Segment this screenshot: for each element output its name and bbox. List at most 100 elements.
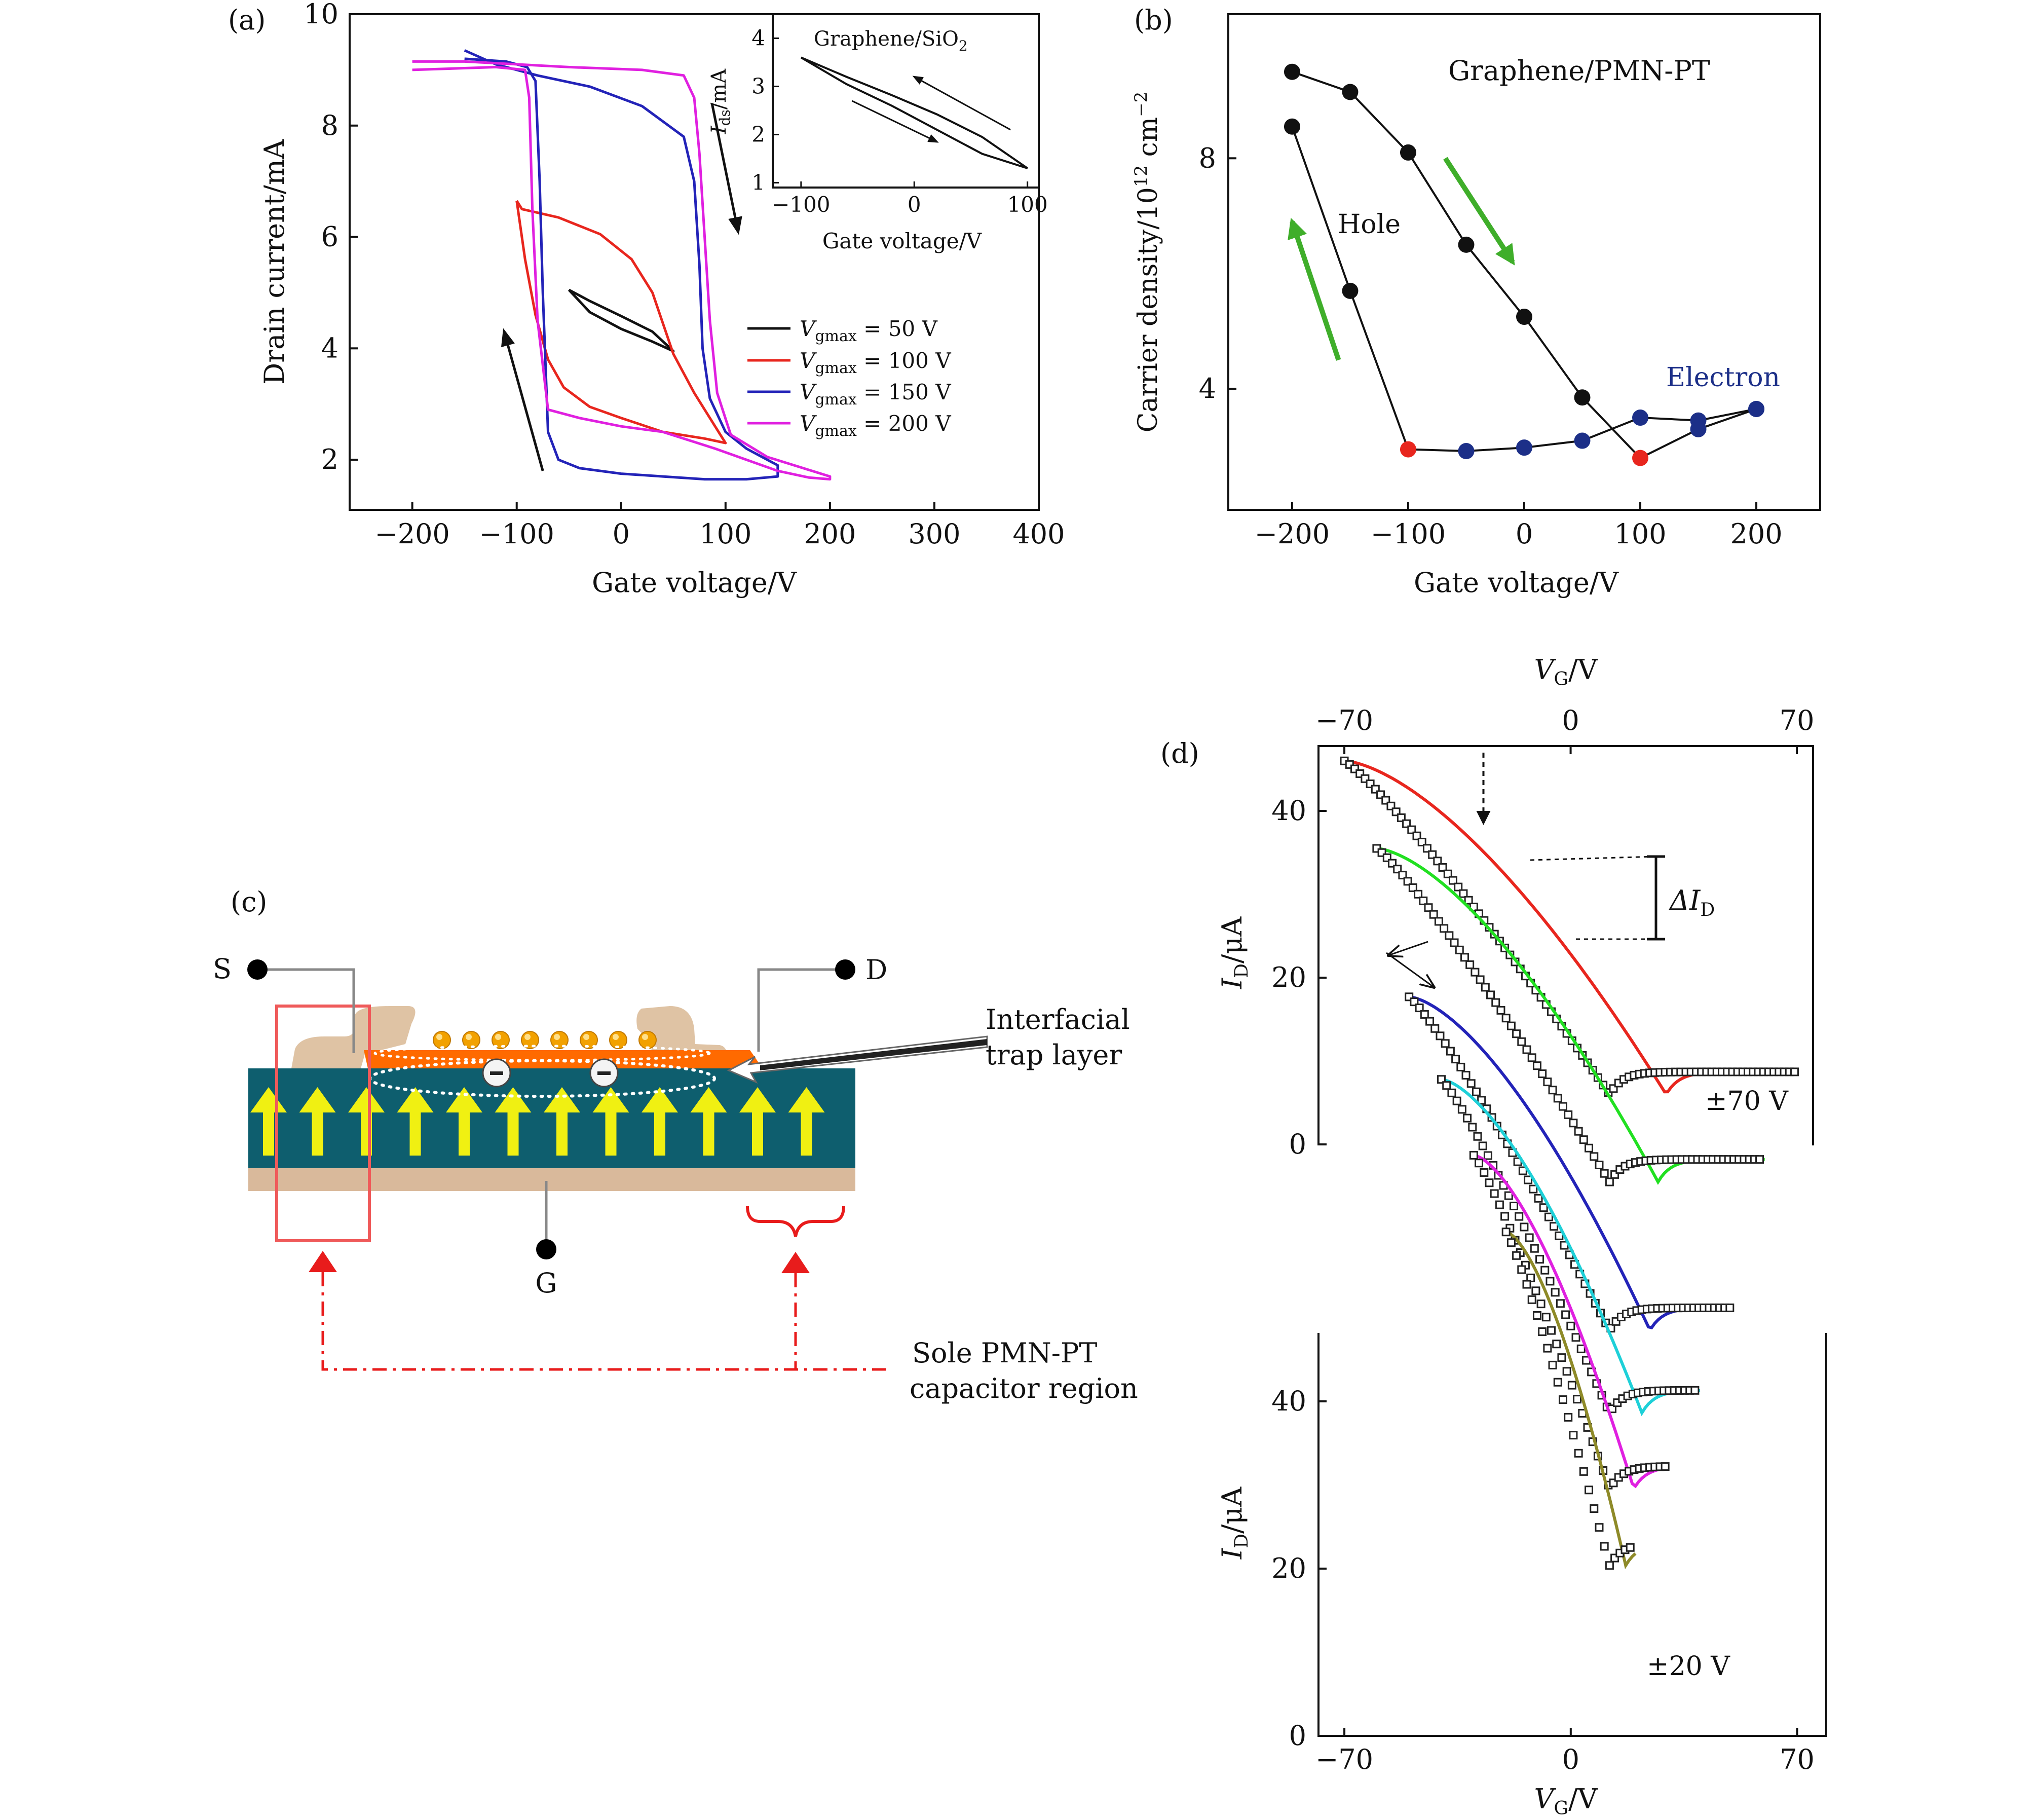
forward-sweep-marker [1535,1255,1544,1264]
forward-sweep-marker [1558,1102,1567,1111]
x-tick-label: 200 [804,518,856,550]
polarization-arrow-shaft [556,1107,568,1156]
xlabel-var: V [1534,654,1557,686]
forward-sweep-marker [1481,983,1490,992]
panel-a-series [412,49,832,481]
forward-sweep-marker [1422,844,1431,853]
forward-sweep-marker [1407,825,1416,834]
polarization-arrow-shaft [703,1107,714,1156]
panel-b-xlabel: Gate voltage/V [1414,567,1619,599]
y-tick-label: 4 [321,332,338,364]
panel-d-upper-ylabel: ID/μA [1216,916,1252,990]
carrier-point [1458,236,1475,253]
forward-sweep-marker [1419,896,1428,905]
svg-text:Vgmax = 50 V: Vgmax = 50 V [800,316,937,345]
x-tick-label: 0 [1516,518,1533,550]
forward-sweep-marker [1518,1166,1527,1175]
x-tick-label: −200 [374,518,449,550]
polarization-arrow-head [348,1087,385,1112]
polarization-arrow [788,1087,825,1156]
y-tick-label: 8 [1199,142,1216,174]
forward-sweep-marker [1456,1062,1465,1071]
forward-sweep-marker [1398,871,1407,880]
polarization-arrows [250,1087,825,1156]
forward-sweep-marker [1755,1155,1764,1164]
source-region-pointer [309,1251,337,1272]
panel-a-legend: Vgmax = 50 V Vgmax = 100 V Vgmax = 150 V… [747,316,951,440]
dopant-ball [521,1031,539,1049]
top-x-tick-label: 0 [1562,704,1579,736]
forward-sweep-marker [1558,1395,1567,1404]
forward-sweep-marker [1574,1127,1583,1136]
forward-sweep-marker [1790,1067,1799,1076]
gate-electrode-layer [248,1168,855,1191]
forward-sweep-marker [1576,1344,1586,1353]
legend-entry-200v: Vgmax = 200 V [747,411,951,440]
polarization-arrow-shaft [654,1107,665,1156]
upper-y-tick-label: 40 [1271,795,1306,827]
forward-sweep-marker [1590,1504,1599,1513]
forward-sweep-marker [1566,1321,1575,1330]
dopant-highlight [495,1034,501,1040]
forward-sweep-marker [1605,1561,1614,1570]
forward-sweep-marker [1522,1045,1531,1054]
forward-sweep-marker [1443,869,1452,878]
carrier-point [1690,412,1707,429]
forward-sweep-marker [1506,1238,1516,1247]
forward-sweep-marker [1454,882,1463,892]
ylabel-sub: D [1231,963,1252,978]
inset-x-tick-label: 100 [1007,192,1048,217]
forward-sweep-marker [1440,924,1449,933]
y-tick-label: 2 [321,443,338,475]
forward-sweep-marker [1590,1152,1599,1161]
polarization-arrow [299,1087,336,1156]
y-tick-label: 6 [321,221,338,253]
forward-sweep-marker [1543,1078,1552,1087]
forward-sweep-marker [1509,1201,1518,1210]
legend-sub: gmax [815,391,857,408]
polarization-arrow-shaft [752,1107,763,1156]
forward-sweep-marker [1557,1353,1566,1362]
forward-sweep-marker [1475,1159,1484,1168]
forward-sweep-marker [1550,1222,1559,1231]
dopant-ball [433,1031,451,1049]
carrier-point [1400,144,1416,161]
panel-d-label: (d) [1160,737,1199,769]
forward-sweep-marker [1433,857,1442,866]
forward-sweep-marker [1506,1021,1516,1030]
carrier-line-forward [1292,70,1757,460]
forward-sweep-marker [1553,1094,1562,1103]
polarization-arrow [495,1087,532,1156]
hysteresis-loop-1 [515,200,727,444]
polarization-arrow-shaft [409,1107,421,1156]
forward-sweep-marker [1442,1081,1451,1090]
ylabel-sub: D [1231,1534,1252,1548]
legend-entry-100v: Vgmax = 100 V [747,348,951,377]
polarization-arrow-shaft [263,1107,274,1156]
legend-entry-150v: Vgmax = 150 V [747,380,951,408]
forward-sweep-marker [1512,1029,1521,1038]
svg-text:Vgmax = 200 V: Vgmax = 200 V [800,411,951,440]
carrier-point [1284,118,1300,135]
legend-rest: = 50 V [857,316,938,341]
inset-x-tick-label: −100 [772,192,830,217]
forward-sweep-marker [1531,1286,1540,1295]
polarization-arrow [592,1087,629,1156]
forward-sweep-marker [1556,1299,1565,1308]
transfer-curve-70v [1340,756,1799,1097]
transfer-curve-60v [1372,844,1765,1186]
panel-c-label: (c) [231,886,267,918]
forward-sweep-marker [1463,1113,1472,1123]
inset-ylabel: Ids/mA [707,68,733,135]
y-tick-label: 4 [1199,373,1216,404]
legend-entry-50v: Vgmax = 50 V [747,316,937,345]
inset-ylabel-rest: /mA [707,68,731,109]
forward-sweep-marker [1451,1055,1460,1064]
gate-terminal-dot [536,1239,556,1259]
delta-id-bracket [1530,855,1665,941]
forward-sweep-marker [1595,1523,1604,1532]
sweep-label-20v: ±20 V [1647,1651,1730,1682]
y-tick-label: 10 [304,0,338,30]
